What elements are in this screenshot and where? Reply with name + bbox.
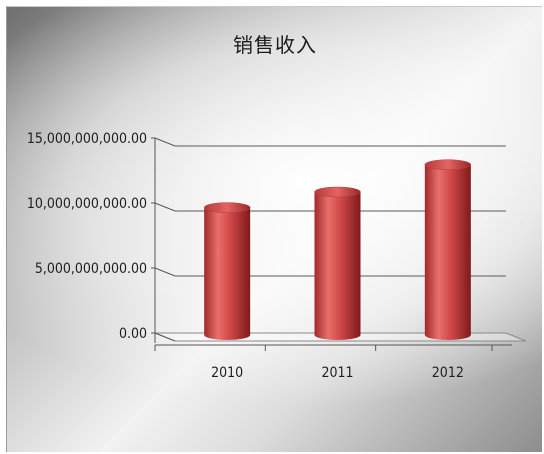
bar-cap — [314, 186, 361, 198]
y-tick-label: 5,000,000,000.00 — [35, 261, 147, 277]
axes — [151, 137, 512, 351]
gridline-side — [154, 137, 176, 147]
plot-area: 0.00 5,000,000,000.00 10,000,000,000.00 15,… — [27, 131, 527, 381]
chart-area: 销售收入 0.00 5,000,000,000.00 10,000,000,000.… — [6, 6, 542, 452]
gridline-side — [154, 267, 176, 277]
bars — [203, 159, 472, 340]
gridline-side — [154, 332, 176, 342]
bar-cap — [424, 159, 472, 170]
bar-body — [204, 207, 251, 340]
gridline-side — [154, 202, 176, 212]
bar-body — [424, 164, 471, 340]
bar-2012 — [424, 159, 472, 340]
y-tick-label: 0.00 — [119, 326, 147, 342]
bar-2011 — [314, 186, 361, 340]
y-tick-label: 15,000,000,000.00 — [27, 131, 147, 147]
x-tick-label: 2011 — [321, 365, 353, 381]
bar-body — [314, 192, 361, 340]
x-tick-label: 2010 — [211, 365, 243, 381]
y-tick-label: 10,000,000,000.00 — [27, 196, 147, 212]
chart-title: 销售收入 — [233, 33, 317, 57]
x-tick-label: 2012 — [432, 365, 464, 381]
bar-2010 — [203, 202, 251, 340]
tick-labels: 0.00 5,000,000,000.00 10,000,000,000.00 15,… — [27, 131, 464, 381]
bar-cap — [203, 202, 251, 213]
